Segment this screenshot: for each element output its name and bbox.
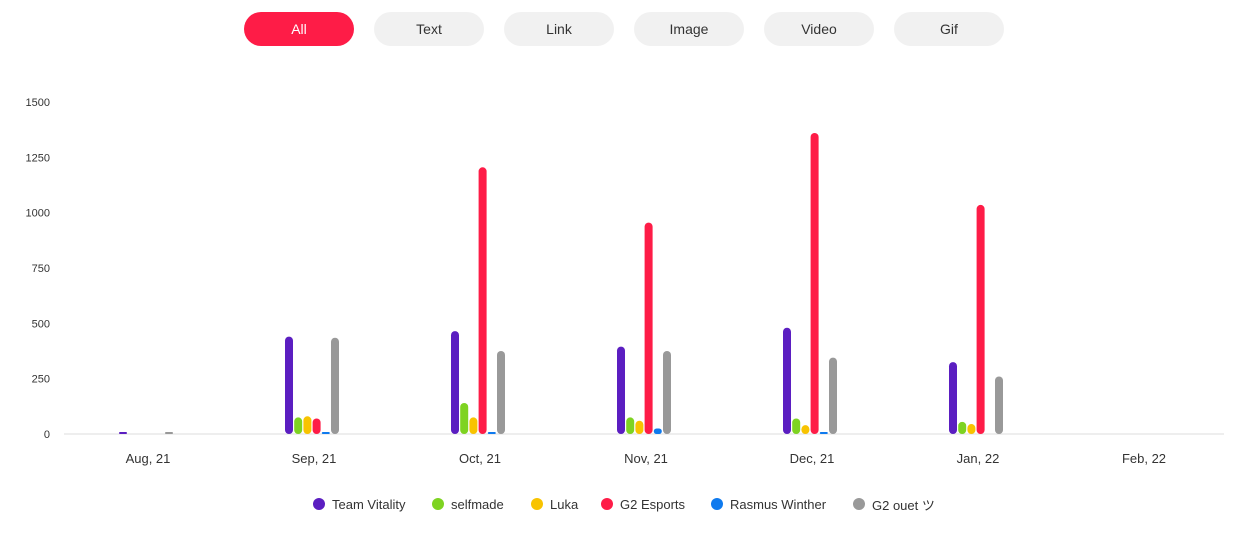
filter-bar: All Text Link Image Video Gif — [0, 12, 1247, 48]
bar-selfmade-2[interactable] — [460, 403, 469, 434]
bar-g2-ouet-4[interactable] — [829, 357, 837, 434]
bar-chart: 0 250 500 750 1000 1250 1500 Aug, 21 Sep, 21 Oct… — [26, 97, 1224, 466]
bar-g2-ouet-1[interactable] — [331, 337, 339, 434]
filter-gif-button[interactable]: Gif — [894, 12, 1004, 46]
bar-g2-ouet-3[interactable] — [663, 351, 671, 434]
bar-luka-5[interactable] — [967, 424, 976, 434]
legend-dot-icon — [711, 498, 723, 510]
bar-team-vitality-4[interactable] — [783, 327, 791, 434]
legend-dot-icon — [531, 498, 543, 510]
y-tick-label: 1500 — [26, 97, 50, 109]
bar-selfmade-1[interactable] — [294, 417, 303, 434]
legend-label: selfmade — [451, 496, 504, 512]
filter-text-button[interactable]: Text — [374, 12, 484, 46]
x-tick-label: Dec, 21 — [790, 451, 835, 466]
filter-video-button[interactable]: Video — [764, 12, 874, 46]
x-tick-label: Feb, 22 — [1122, 451, 1166, 466]
bar-rasmus-winther-3[interactable] — [653, 428, 662, 434]
bar-g2-esports-5[interactable] — [976, 204, 985, 434]
bar-g2-ouet-5[interactable] — [995, 376, 1003, 434]
legend-item[interactable]: selfmade — [432, 495, 504, 513]
legend-label: Luka — [550, 496, 579, 512]
filter-all-button[interactable]: All — [244, 12, 354, 46]
bar-rasmus-winther-2[interactable] — [487, 432, 496, 434]
y-tick-label: 0 — [44, 429, 50, 441]
legend-dot-icon — [601, 498, 613, 510]
legend-label: G2 Esports — [620, 496, 686, 512]
bar-team-vitality-5[interactable] — [949, 362, 957, 434]
bar-luka-1[interactable] — [303, 416, 312, 434]
x-tick-label: Oct, 21 — [459, 451, 501, 466]
legend-dot-icon — [853, 498, 865, 510]
bar-selfmade-5[interactable] — [958, 421, 967, 434]
bar-g2-ouet-0[interactable] — [165, 432, 173, 434]
legend-dot-icon — [313, 498, 325, 510]
bar-g2-esports-4[interactable] — [810, 132, 819, 434]
bar-team-vitality-0[interactable] — [119, 432, 127, 434]
chart-legend: Team Vitality selfmade Luka G2 Esports Rasmu… — [0, 495, 1247, 513]
x-tick-label: Aug, 21 — [126, 451, 171, 466]
filter-image-button[interactable]: Image — [634, 12, 744, 46]
bar-g2-esports-1[interactable] — [312, 418, 321, 434]
legend-item[interactable]: Team Vitality — [313, 495, 405, 513]
y-tick-label: 250 — [32, 374, 50, 386]
bar-rasmus-winther-4[interactable] — [819, 432, 828, 434]
bars-group — [119, 132, 1003, 434]
bar-team-vitality-1[interactable] — [285, 336, 293, 434]
legend-item[interactable]: G2 ouet ツ — [853, 495, 935, 513]
legend-label: Team Vitality — [332, 496, 406, 512]
bar-team-vitality-3[interactable] — [617, 346, 625, 434]
bar-luka-4[interactable] — [801, 425, 810, 434]
y-tick-label: 500 — [32, 318, 50, 330]
bar-rasmus-winther-1[interactable] — [321, 432, 330, 434]
y-axis: 0 250 500 750 1000 1250 1500 — [26, 97, 50, 441]
bar-selfmade-3[interactable] — [626, 417, 635, 434]
legend-label: G2 ouet ツ — [872, 497, 935, 513]
bar-g2-ouet-2[interactable] — [497, 351, 505, 434]
x-tick-label: Jan, 22 — [957, 451, 1000, 466]
legend-item[interactable]: Luka — [531, 495, 578, 513]
x-axis: Aug, 21 Sep, 21 Oct, 21 Nov, 21 Dec, 21 Jan, … — [126, 451, 1166, 466]
bar-team-vitality-2[interactable] — [451, 331, 459, 434]
bar-g2-esports-3[interactable] — [644, 222, 653, 434]
filter-link-button[interactable]: Link — [504, 12, 614, 46]
y-tick-label: 750 — [32, 263, 50, 275]
legend-dot-icon — [432, 498, 444, 510]
y-tick-label: 1000 — [26, 208, 50, 220]
y-tick-label: 1250 — [26, 152, 50, 164]
x-tick-label: Sep, 21 — [292, 451, 337, 466]
bar-luka-3[interactable] — [635, 420, 644, 434]
bar-g2-esports-2[interactable] — [478, 167, 487, 434]
bar-luka-2[interactable] — [469, 417, 478, 434]
legend-item[interactable]: G2 Esports — [601, 495, 685, 513]
x-tick-label: Nov, 21 — [624, 451, 668, 466]
legend-item[interactable]: Rasmus Winther — [711, 495, 826, 513]
legend-label: Rasmus Winther — [730, 496, 827, 512]
bar-selfmade-4[interactable] — [792, 418, 801, 434]
